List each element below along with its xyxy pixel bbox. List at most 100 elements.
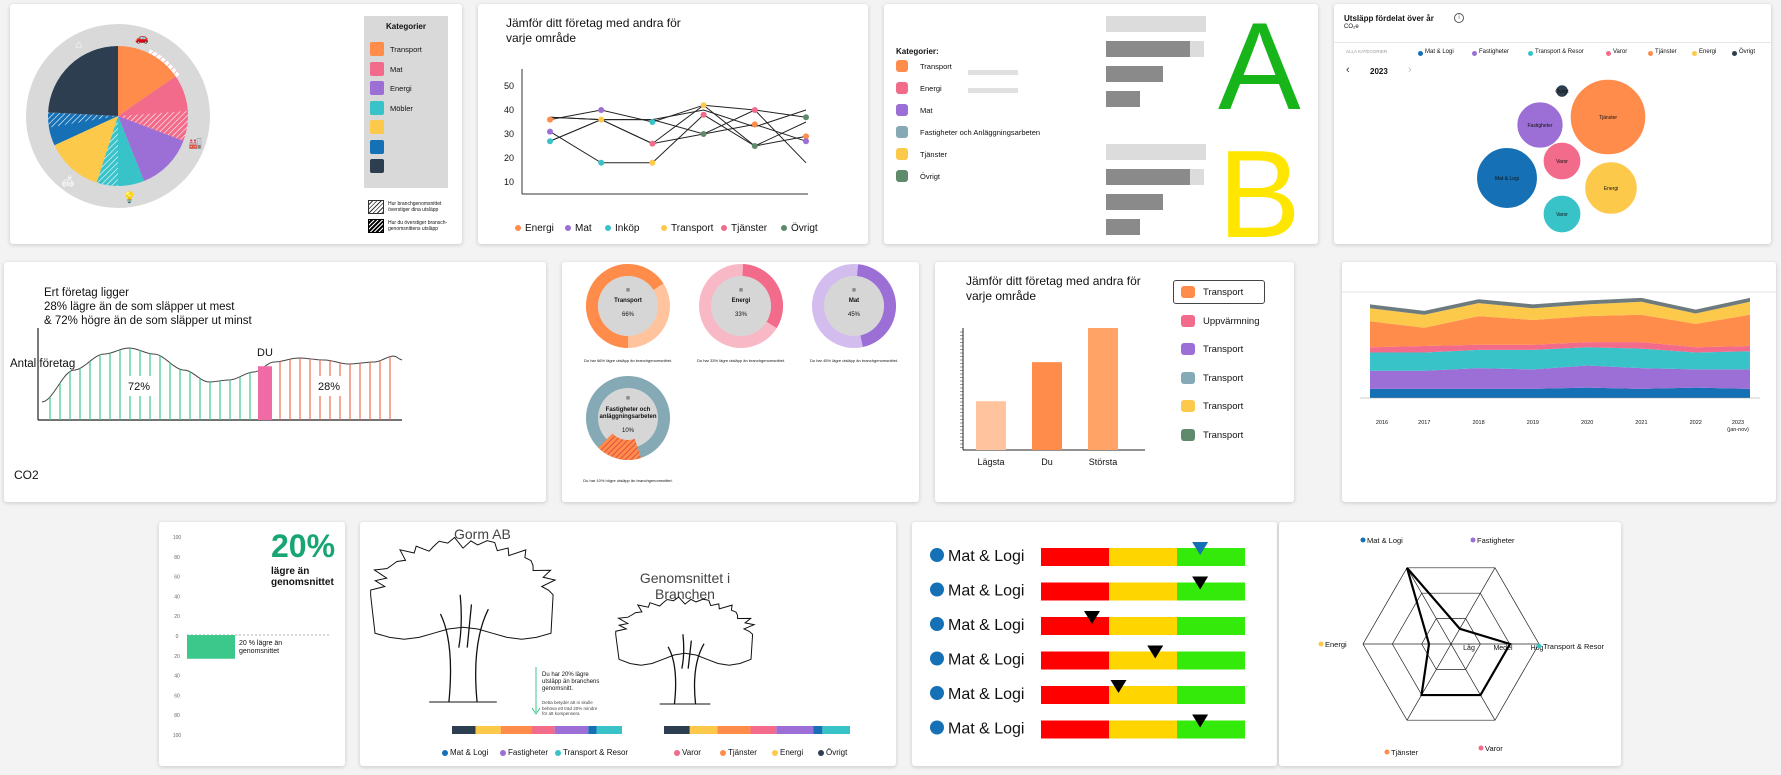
level-label: Medel [1493,645,1513,652]
percent-panel: 100 80 60 40 20 0 20 40 60 80 100 20% lägre än gen… [159,522,345,766]
axis-label: Energi [1325,640,1347,649]
stack-segment [717,726,751,734]
legend-swatch [370,81,384,95]
donut-arc [586,264,664,348]
scale-bars: Mat & Logi Mat & Logi Mat & Logi Mat & Logi… [930,542,1245,739]
axis-dot [1384,749,1390,755]
scale-panel: Mat & Logi Mat & Logi Mat & Logi Mat & Logi… [912,522,1277,766]
scale-low [1041,651,1109,670]
data-point [803,114,809,121]
pie-legend-box: Kategorier Transport Mat Energi Möbler [364,16,448,188]
legend-swatch [896,170,908,182]
legend-label: Mat [390,64,403,74]
scale-mid [1109,548,1177,566]
pie-slice [48,46,118,116]
x-tick-label: (jan-nov) [1727,427,1749,433]
donut-caption: Du har 10% högre utsläpp än branchgenoms… [583,478,672,483]
scale-low [1041,720,1109,739]
bar [187,635,235,659]
legend-label[interactable]: Transport [1203,401,1244,412]
legend-label[interactable]: Transport [1203,344,1244,355]
tree-crown [370,536,557,640]
series-line [549,109,807,164]
grade-a: A [1218,4,1301,136]
area-layer [1370,301,1750,328]
x-tick-label: 2020 [1581,420,1593,426]
distribution-xlabel: CO2 [14,468,39,482]
data-point [751,121,758,128]
data-point [803,133,809,140]
legend-label[interactable]: Transport [1203,372,1244,384]
prev-year-icon[interactable]: ‹ [1346,64,1350,76]
legend-label[interactable]: Transport [1203,287,1244,298]
donut-pct: 33% [735,312,748,318]
donut-arc [856,264,896,348]
axis-dot [1360,537,1366,543]
legend-dot [1692,51,1697,56]
legend-label[interactable]: Transport [1203,429,1244,441]
legend-selected-frame[interactable] [1173,280,1265,304]
area-layer [1370,365,1750,389]
placeholder-bar [968,88,1018,93]
hatch-swatch-light [368,200,384,214]
bubble-label: Energi [1604,186,1618,192]
y-tick-label: 80 [174,555,180,561]
bubble-unit: CO₂e [1344,24,1359,30]
legend-dot [674,750,680,756]
donut-center [711,276,771,336]
marker [1110,680,1127,693]
bubble [1542,194,1582,234]
data-point [751,143,758,149]
compare-bars-title: Jämför ditt företag med andra för varje … [966,274,1141,303]
legend-label: Varor [682,748,701,757]
donut-charts: Transport 66% ■ Du har 66% lägre utsläpp än… [583,264,898,483]
legend-label: Transport & Resor [563,748,629,757]
bar [1106,169,1190,185]
category-dot [930,548,944,562]
scale-high [1177,617,1245,635]
pct-bg [312,376,346,396]
donut-label: Fastigheter och [606,407,651,413]
y-tick-label: 30 [504,129,514,139]
tree-note-2: Detta betyder att ni skulle behöva ett t… [542,700,598,716]
category-dot [930,686,944,700]
axis-label: Tjänster [1391,748,1419,757]
scale-mid [1109,686,1177,704]
axis-label: Fastigheter [1477,536,1515,545]
y-tick-label: 10 [504,177,514,187]
scale-high [1177,548,1245,566]
donut-center [598,388,658,448]
tree-right-title: Genomsnittet i Branchen [639,570,731,602]
legend-label: Mat [920,106,933,115]
bubble-label: Fastigheter [1527,123,1552,129]
axis-label: Varor [1485,744,1503,753]
scale-mid [1109,617,1177,635]
stack-segment [475,726,501,734]
y-tick-label: 20 [174,654,180,660]
data-point [547,128,553,135]
next-year-icon[interactable]: › [1408,64,1412,76]
stack-segment [813,726,823,734]
data-point [751,107,758,113]
x-tick-label: 2019 [1527,420,1539,426]
x-tick-label: Största [1089,457,1118,467]
stacked-area-chart: 2016 2017 2018 2019 2020 2021 2022 2023(jan-nov… [1342,291,1776,433]
category-label: Mat & Logi [948,617,1024,634]
category-filter[interactable]: ALLA KATEGORIER [1346,49,1388,54]
radar-chart: Låg Medel Hög Mat & Logi Fastigheter Transpor… [1318,536,1604,757]
donut-pct: 45% [848,312,861,318]
x-tick-label: 2023 [1732,420,1744,426]
scale-low [1041,686,1109,704]
marker [1192,576,1209,590]
area-layer [1370,387,1750,398]
info-icon[interactable]: i [1454,13,1464,23]
you-label: DU [257,347,273,359]
series-line [549,104,807,123]
pie-slice [54,116,118,183]
tree-crown [615,596,756,666]
scale-high [1177,582,1245,601]
y-tick-label: 20 [504,153,514,163]
radar-panel: Låg Medel Hög Mat & Logi Fastigheter Transpor… [1279,522,1621,766]
tree-trunk [667,634,705,705]
legend-label[interactable]: Uppvärmning [1203,315,1260,327]
